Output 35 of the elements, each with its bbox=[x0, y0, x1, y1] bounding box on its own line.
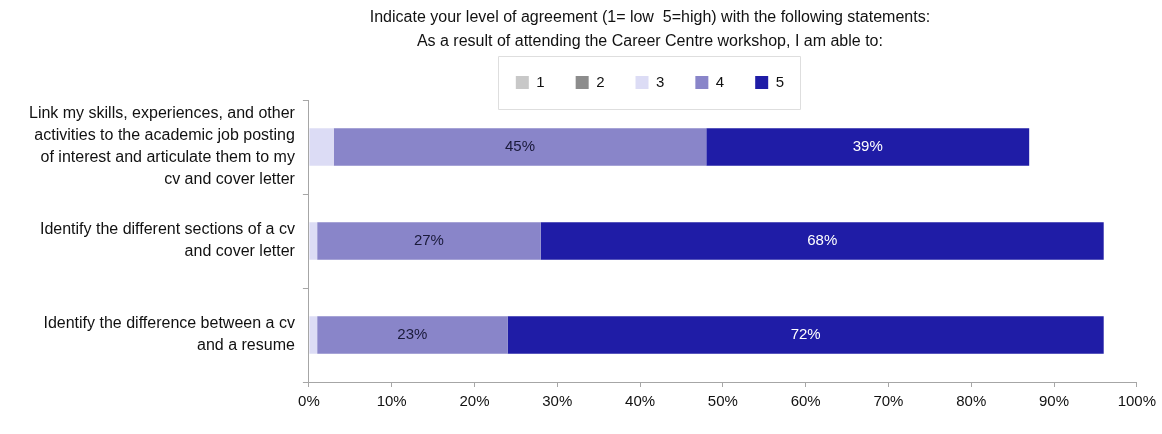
x-tick-label: 60% bbox=[790, 392, 821, 410]
y-tick-label: Identify the difference between a cv and a resume bbox=[43, 314, 295, 354]
x-tick-label: 10% bbox=[376, 392, 407, 410]
bar bbox=[309, 316, 318, 354]
x-tick-label: 80% bbox=[956, 392, 987, 410]
x-tick-label: 100% bbox=[1117, 392, 1157, 410]
x-tick-label: 50% bbox=[707, 392, 738, 410]
bar bbox=[317, 222, 541, 260]
data-label: 27% bbox=[413, 231, 444, 249]
data-label: 68% bbox=[807, 231, 838, 249]
x-tick-label: 0% bbox=[298, 392, 320, 410]
bar bbox=[706, 128, 1030, 166]
bar bbox=[507, 316, 1104, 354]
data-label: 45% bbox=[505, 137, 536, 155]
data-label: 23% bbox=[397, 325, 428, 343]
chart-title: Indicate your level of agreement (1= low 5=high) with the following statements: As a result of attending the Career Centre workshop, I am able to: bbox=[369, 8, 931, 50]
data-label: 39% bbox=[852, 137, 883, 155]
x-tick-label: 40% bbox=[625, 392, 656, 410]
bar bbox=[317, 316, 508, 354]
x-tick-label: 20% bbox=[459, 392, 490, 410]
legend-label: 5 bbox=[775, 72, 785, 90]
data-label: 72% bbox=[790, 325, 821, 343]
bar bbox=[309, 222, 318, 260]
bar bbox=[333, 128, 707, 166]
bar bbox=[309, 128, 334, 166]
legend-label: 2 bbox=[596, 72, 605, 90]
x-tick-label: 70% bbox=[873, 392, 904, 410]
y-tick-label: Link my skills, experiences, and other activities to the academic job posting of interest and articulate them to my cv and cover letter bbox=[28, 104, 296, 188]
legend-label: 1 bbox=[536, 72, 545, 90]
legend-label: 3 bbox=[656, 72, 665, 90]
y-tick-label: Identify the different sections of a cv and cover letter bbox=[39, 220, 296, 260]
legend-label: 4 bbox=[715, 72, 725, 90]
bar bbox=[540, 222, 1104, 260]
x-tick-label: 30% bbox=[542, 392, 573, 410]
x-tick-label: 90% bbox=[1039, 392, 1070, 410]
